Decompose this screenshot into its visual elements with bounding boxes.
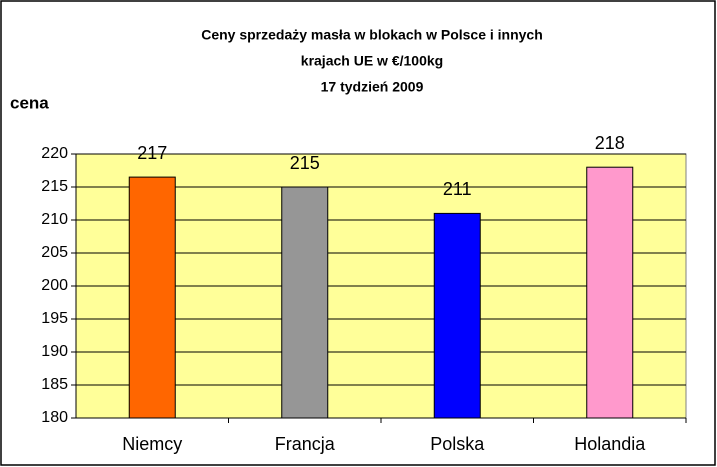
y-tick-label: 185 bbox=[41, 376, 68, 393]
y-tick-label: 215 bbox=[41, 178, 68, 195]
x-tick-label: Polska bbox=[430, 434, 485, 454]
bar bbox=[128, 176, 176, 419]
x-tick-label: Francja bbox=[275, 434, 336, 454]
y-tick-label: 210 bbox=[41, 211, 68, 228]
bar bbox=[433, 212, 481, 419]
data-label: 215 bbox=[290, 153, 320, 173]
y-tick-label: 190 bbox=[41, 343, 68, 360]
chart-title: krajach UE w €/100kg bbox=[301, 53, 443, 69]
data-label: 217 bbox=[137, 143, 167, 163]
y-tick-label: 220 bbox=[41, 145, 68, 162]
data-label: 211 bbox=[443, 179, 472, 199]
bar bbox=[281, 186, 329, 419]
chart-title: Ceny sprzedaży masła w blokach w Polsce … bbox=[201, 27, 543, 43]
y-tick-label: 195 bbox=[41, 310, 68, 327]
x-tick-label: Holandia bbox=[574, 434, 646, 454]
x-tick-label: Niemcy bbox=[122, 434, 182, 454]
bar bbox=[586, 166, 634, 419]
y-tick-label: 200 bbox=[41, 277, 68, 294]
y-tick-label: 180 bbox=[41, 409, 68, 426]
data-label: 218 bbox=[595, 133, 625, 153]
chart-title: 17 tydzień 2009 bbox=[321, 79, 424, 95]
y-axis-label: cena bbox=[10, 93, 49, 112]
y-tick-label: 205 bbox=[41, 244, 68, 261]
